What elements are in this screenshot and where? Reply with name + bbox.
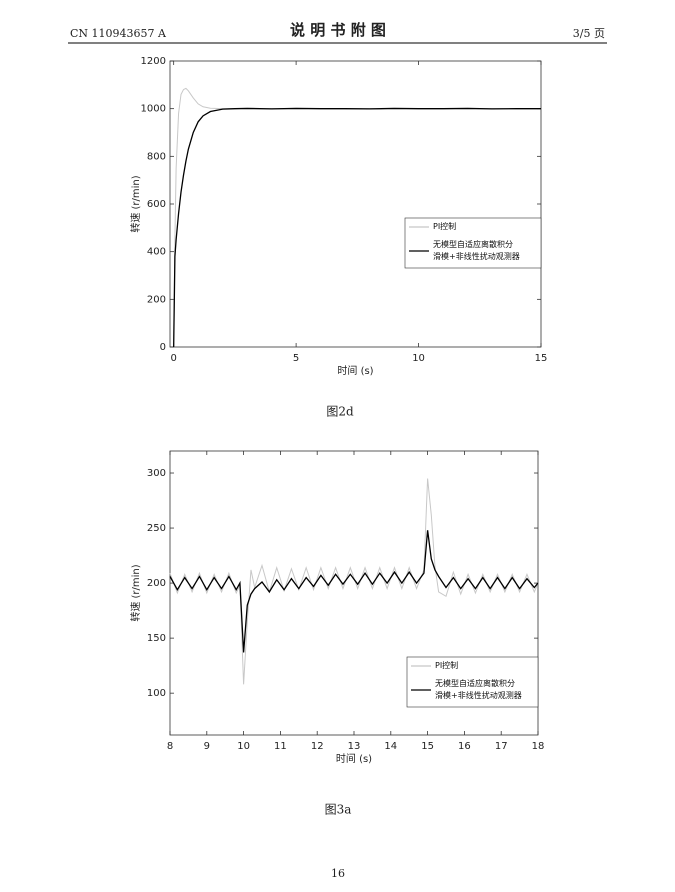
legend-label: 无模型自适应离散积分 滑模+非线性扰动观测器 <box>433 240 520 261</box>
y-tick-label: 100 <box>147 688 166 699</box>
figure-caption: 图2d <box>326 405 354 419</box>
page-number: 16 <box>331 867 345 880</box>
line-series <box>169 530 539 653</box>
legend-box <box>406 656 539 708</box>
header-title: 说 明 书 附 图 <box>290 21 386 39</box>
x-tick-label: 9 <box>204 741 210 752</box>
y-tick-label: 800 <box>147 151 166 162</box>
x-tick-label: 16 <box>458 741 471 752</box>
x-tick-label: 11 <box>274 741 287 752</box>
x-tick-label: 10 <box>412 353 425 364</box>
y-tick-label: 400 <box>147 247 166 258</box>
x-tick-label: 5 <box>293 353 299 364</box>
legend-label: PI控制 <box>433 222 457 231</box>
patent-number: CN 110943657 A <box>70 27 167 40</box>
x-tick-label: 10 <box>237 741 250 752</box>
y-tick-label: 300 <box>147 468 166 479</box>
y-tick-label: 200 <box>147 294 166 305</box>
y-tick-label: 0 <box>160 342 166 353</box>
x-tick-label: 15 <box>535 353 548 364</box>
x-tick-label: 13 <box>348 741 361 752</box>
y-tick-label: 1000 <box>141 104 166 115</box>
x-tick-label: 14 <box>384 741 397 752</box>
y-tick-label: 150 <box>147 633 166 644</box>
y-axis-label: 转速 (r/min) <box>129 564 142 621</box>
x-axis-label: 时间 (s) <box>337 364 373 377</box>
x-tick-label: 15 <box>421 741 434 752</box>
x-tick-label: 17 <box>495 741 508 752</box>
y-tick-label: 200 <box>147 578 166 589</box>
x-tick-label: 0 <box>170 353 176 364</box>
line-series <box>173 107 541 348</box>
legend-label: PI控制 <box>435 661 459 670</box>
header-page: 3/5 页 <box>573 27 605 40</box>
x-tick-label: 18 <box>532 741 545 752</box>
x-axis-label: 时间 (s) <box>336 752 372 765</box>
y-axis-label: 转速 (r/min) <box>129 175 142 232</box>
figure-caption: 图3a <box>325 803 352 817</box>
x-tick-label: 12 <box>311 741 324 752</box>
y-tick-label: 250 <box>147 523 166 534</box>
x-tick-label: 8 <box>167 741 173 752</box>
y-tick-label: 1200 <box>141 56 166 67</box>
legend-box <box>404 217 542 269</box>
legend-label: 无模型自适应离散积分 滑模+非线性扰动观测器 <box>435 679 522 700</box>
y-tick-label: 600 <box>147 199 166 210</box>
line-series <box>169 478 539 685</box>
plot-area <box>169 60 542 348</box>
